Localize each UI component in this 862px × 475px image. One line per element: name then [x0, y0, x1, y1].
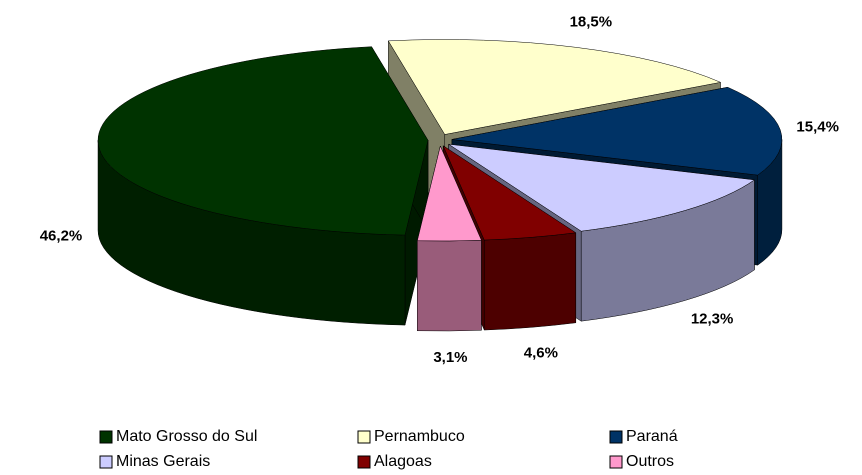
legend-label: Minas Gerais: [116, 453, 210, 470]
tops: [97, 39, 783, 242]
legend-swatch: [609, 430, 623, 444]
slice: [387, 39, 722, 135]
legend-label: Pernambuco: [374, 428, 465, 445]
legend-swatch: [357, 430, 371, 444]
legend-swatch: [99, 430, 113, 444]
slice: [416, 145, 482, 242]
legend-swatch: [357, 455, 371, 469]
slice: [448, 143, 756, 232]
slice-side: [417, 239, 482, 332]
data-label: 3,1%: [433, 349, 467, 366]
data-label: 12,3%: [691, 310, 734, 327]
slice-side: [484, 232, 577, 331]
slice: [442, 145, 577, 241]
legend-label: Outros: [626, 453, 674, 470]
data-label: 4,6%: [524, 345, 558, 362]
data-label: 18,5%: [570, 13, 613, 30]
legend-label: Mato Grosso do Sul: [116, 428, 257, 445]
legend-swatch: [99, 455, 113, 469]
data-label: 46,2%: [40, 228, 83, 245]
slice: [97, 46, 429, 236]
legend-label: Alagoas: [374, 453, 432, 470]
data-label: 15,4%: [796, 118, 839, 135]
legend-swatch: [609, 455, 623, 469]
legend-label: Paraná: [626, 428, 678, 445]
slice: [451, 86, 783, 176]
